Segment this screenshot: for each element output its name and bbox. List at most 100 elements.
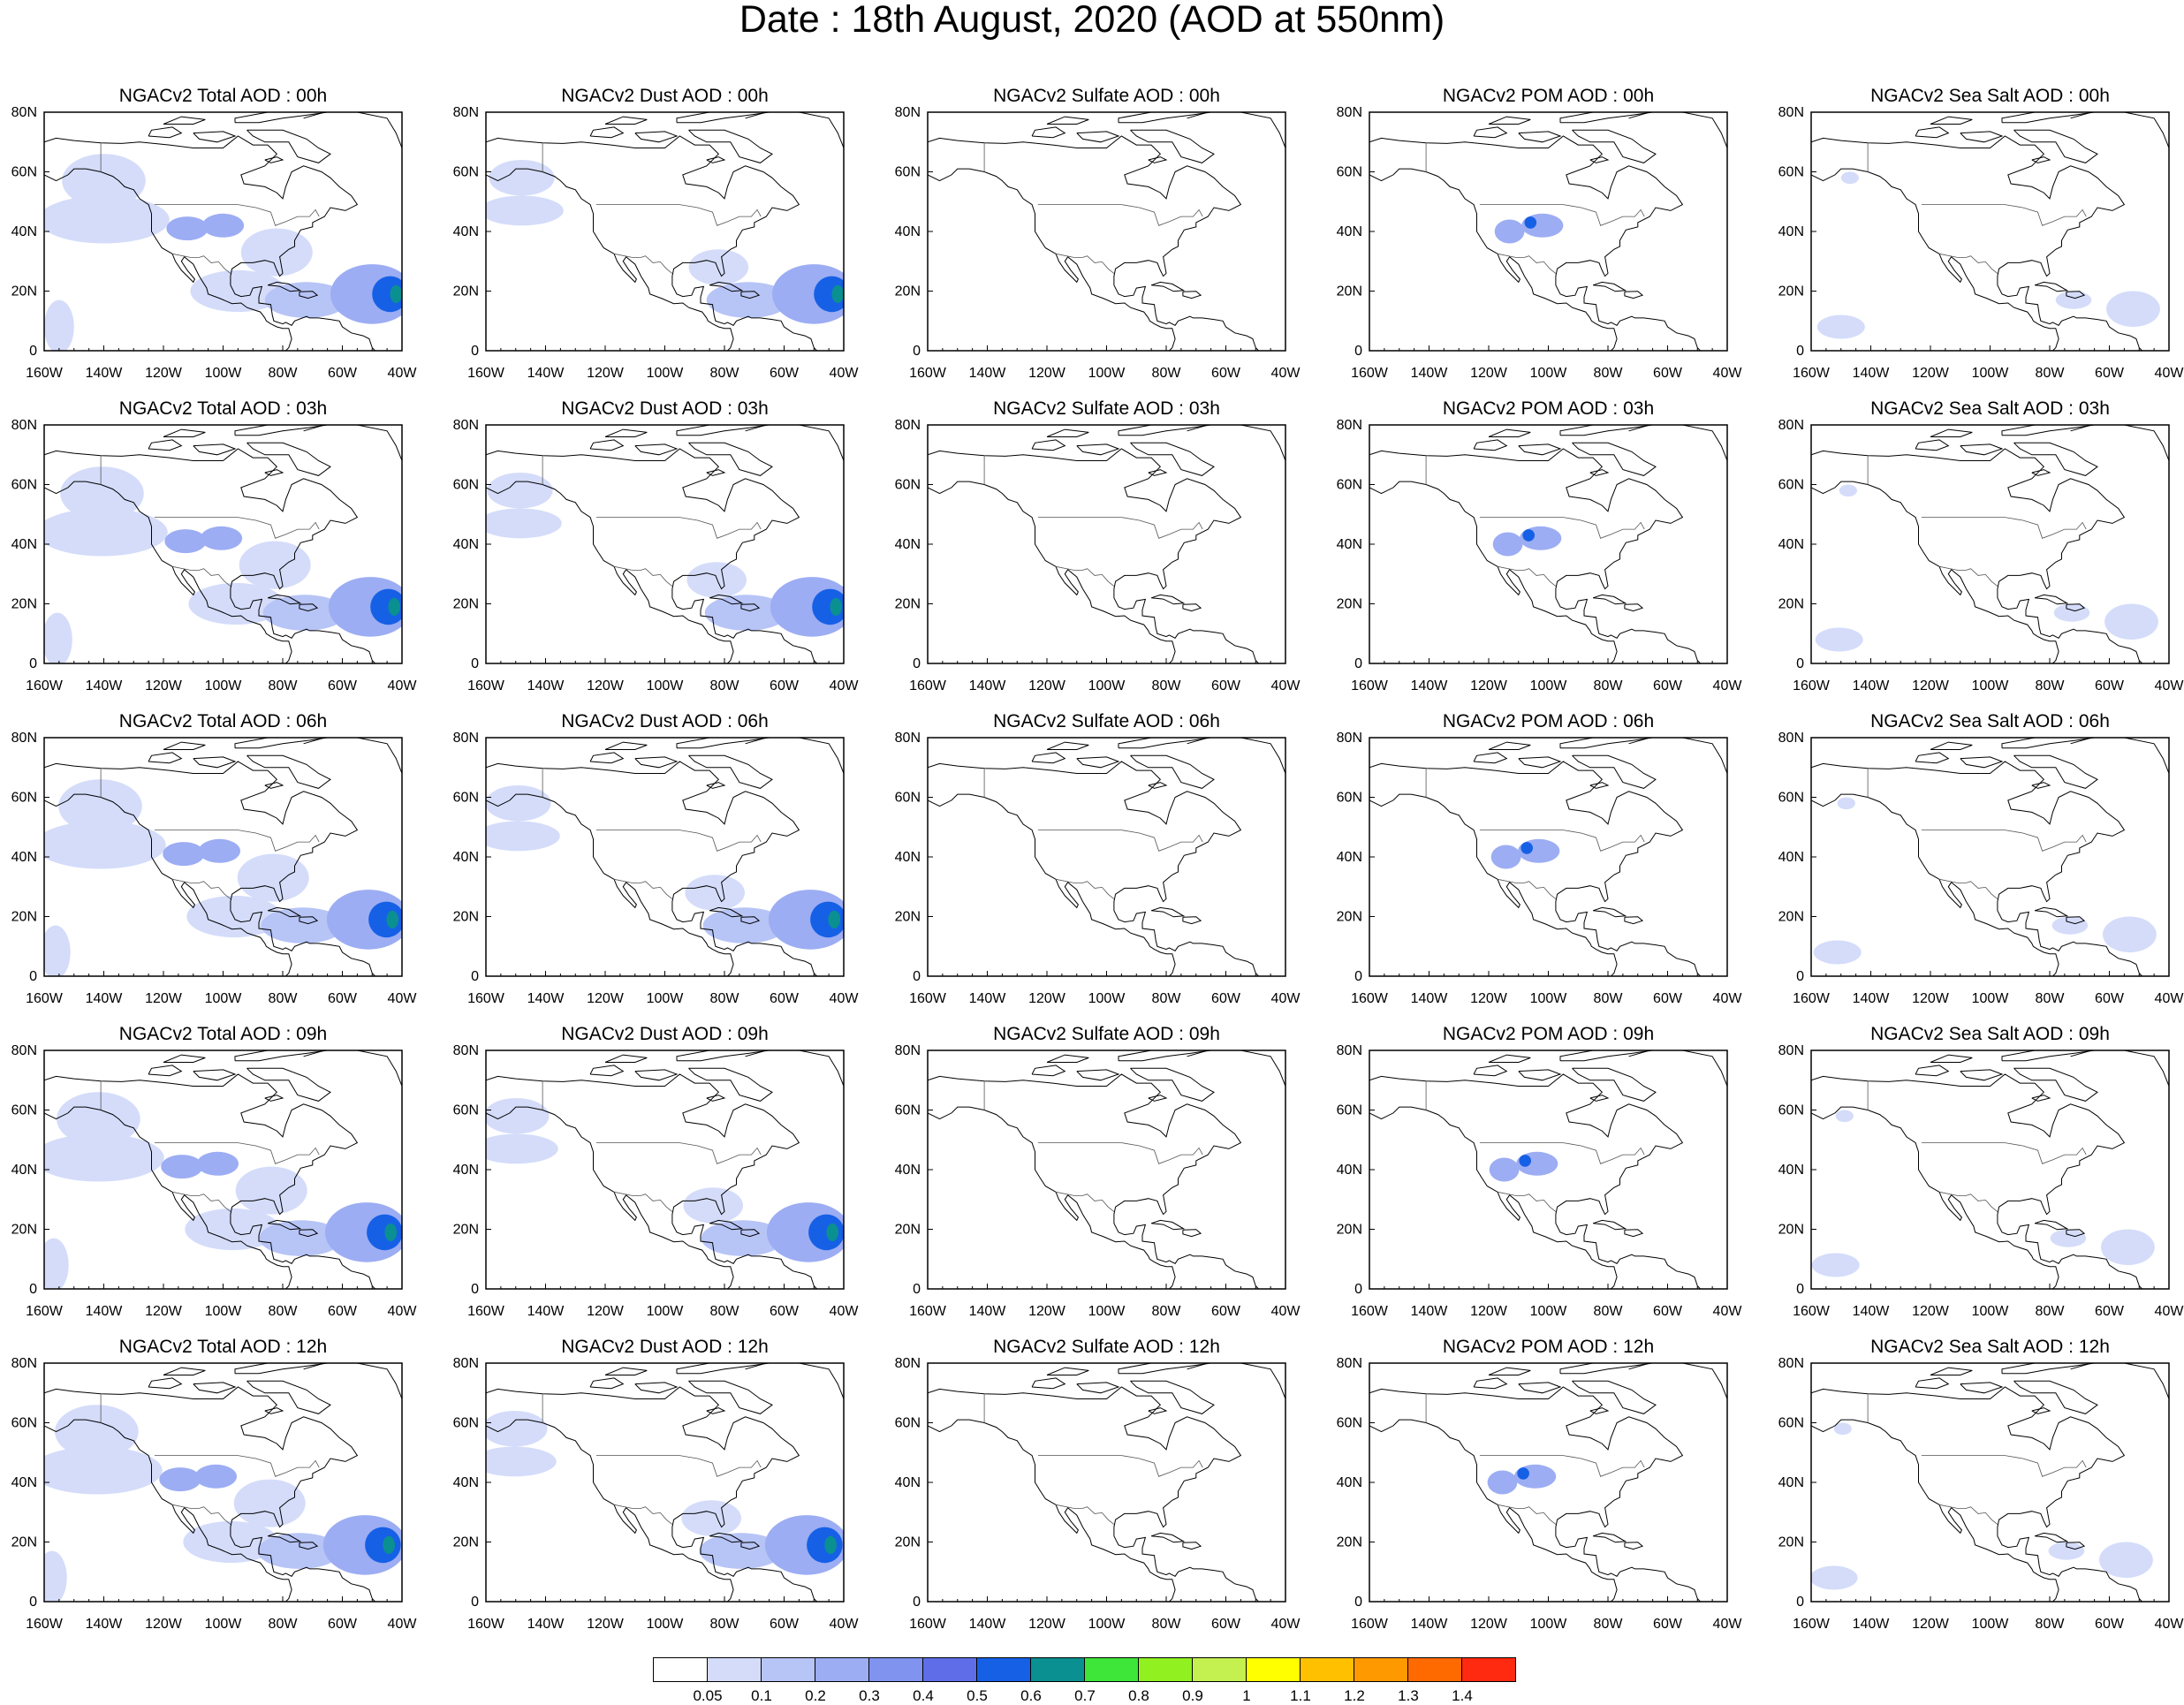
aod-region-gulf-of-alaska-salt: [1833, 1422, 1852, 1436]
x-tick-label: 160W: [1351, 1304, 1389, 1319]
x-tick-label: 160W: [909, 991, 947, 1006]
aod-field: [486, 738, 844, 976]
x-tick-label: 80W: [1152, 991, 1182, 1006]
aod-region-northeast-pacific-dust: [486, 1411, 548, 1447]
map-panel: NGACv2 Dust AOD : 00h 160W 140W 120W 100W 80W…: [453, 86, 860, 381]
figure-title: Date : 18th August, 2020 (AOD at 550nm): [739, 0, 1445, 41]
aod-field: [928, 425, 1285, 663]
map-panel: NGACv2 Sulfate AOD : 12h 160W 140W 120W 100W…: [895, 1337, 1301, 1632]
x-tick-label: 60W: [1653, 678, 1683, 693]
x-tick-label: 80W: [269, 678, 299, 693]
x-tick-label: 100W: [1088, 1304, 1126, 1319]
y-tick-label: 60N: [1778, 791, 1804, 806]
map-panel: NGACv2 Sea Salt AOD : 03h 160W 140W 120W 100…: [1778, 398, 2184, 693]
political-borders: [1425, 1080, 1645, 1212]
colorbar-label: 1.3: [1398, 1687, 1419, 1704]
aod-region-mexico-gulf-plume: [188, 582, 284, 625]
x-tick-label: 120W: [145, 991, 183, 1006]
x-tick-label: 100W: [1972, 1617, 2010, 1632]
y-tick-label: 20N: [1778, 1223, 1804, 1238]
y-tick-label: 0: [29, 344, 37, 359]
y-tick-label: 60N: [1337, 791, 1362, 806]
y-tick-label: 0: [29, 969, 37, 984]
x-tick-label: 40W: [830, 991, 860, 1006]
panel-title: NGACv2 POM AOD : 09h: [1443, 1024, 1654, 1044]
x-tick-label: 60W: [770, 991, 800, 1006]
x-tick-label: 40W: [2155, 1617, 2184, 1632]
coastlines: [1369, 1363, 1727, 1602]
x-tick-label: 160W: [1793, 991, 1831, 1006]
coastlines: [1811, 112, 2169, 351]
x-tick-label: 80W: [2036, 1617, 2066, 1632]
aod-region-atlantic-dust-core: [808, 1214, 844, 1251]
x-tick-label: 60W: [2095, 366, 2125, 381]
y-tick-label: 20N: [895, 1223, 921, 1238]
x-tick-label: 40W: [1713, 991, 1743, 1006]
x-tick-label: 100W: [647, 366, 685, 381]
y-tick-label: 0: [471, 656, 479, 671]
y-tick-label: 60N: [895, 1103, 921, 1118]
x-tick-label: 40W: [1271, 1304, 1301, 1319]
x-tick-label: 120W: [1028, 678, 1066, 693]
colorbar-swatch: [1138, 1657, 1193, 1682]
map-background: [928, 112, 1285, 351]
x-tick-label: 80W: [710, 1304, 740, 1319]
y-tick-label: 40N: [1337, 224, 1362, 239]
aod-region-caribbean-salt: [2055, 291, 2092, 309]
map-panel: NGACv2 Dust AOD : 09h 160W 140W 120W 100W 80W…: [453, 1024, 860, 1319]
colorbar: [653, 1657, 1516, 1682]
political-borders: [542, 1080, 762, 1212]
aod-region-tropical-pacific-haze: [44, 299, 74, 351]
aod-region-atlantic-dust-core: [368, 901, 402, 938]
panel-title: NGACv2 Sea Salt AOD : 03h: [1870, 398, 2110, 419]
political-borders: [1867, 768, 2087, 899]
aod-region-atlantic-dust-center: [388, 597, 401, 616]
y-tick-label: 60N: [1337, 478, 1362, 493]
x-tick-label: 60W: [328, 678, 358, 693]
y-tick-label: 60N: [11, 165, 37, 180]
aod-field: [928, 112, 1285, 351]
y-tick-label: 60N: [1337, 1416, 1362, 1431]
x-tick-label: 40W: [2155, 1304, 2184, 1319]
aod-field: [1369, 1050, 1727, 1289]
y-tick-label: 80N: [11, 105, 37, 120]
map-panel: NGACv2 Total AOD : 03h 160W 140W 120W 100W 80…: [11, 398, 418, 693]
y-tick-label: 20N: [895, 1535, 921, 1550]
political-borders: [1867, 1393, 2087, 1525]
x-tick-label: 160W: [1351, 678, 1389, 693]
political-borders: [1425, 768, 1645, 899]
y-tick-label: 20N: [11, 1223, 37, 1238]
x-tick-label: 140W: [1853, 366, 1891, 381]
x-tick-label: 160W: [1351, 991, 1389, 1006]
x-tick-label: 80W: [269, 1304, 299, 1319]
x-tick-label: 80W: [269, 991, 299, 1006]
coastlines: [486, 112, 844, 351]
y-tick-label: 60N: [895, 791, 921, 806]
y-tick-label: 0: [29, 656, 37, 671]
aod-region-caribbean-salt: [2048, 1542, 2085, 1560]
x-tick-label: 140W: [86, 1617, 124, 1632]
colorbar-label: 1.2: [1344, 1687, 1365, 1704]
y-tick-label: 0: [913, 344, 921, 359]
colorbar-swatch: [815, 1657, 869, 1682]
y-tick-label: 80N: [1778, 1356, 1804, 1371]
x-tick-label: 160W: [909, 678, 947, 693]
x-tick-label: 140W: [1853, 1304, 1891, 1319]
aod-region-atlantic-dust-center: [383, 1535, 395, 1554]
aod-field: [1811, 425, 2169, 663]
x-tick-label: 160W: [909, 366, 947, 381]
aod-field: [1811, 112, 2169, 351]
aod-field: [1811, 1363, 2169, 1602]
aod-field: [44, 1050, 402, 1289]
x-tick-label: 80W: [710, 678, 740, 693]
aod-region-caribbean-dust: [699, 1533, 784, 1569]
x-tick-label: 60W: [1211, 366, 1241, 381]
coastlines: [486, 1363, 844, 1602]
coastlines: [1811, 1050, 2169, 1289]
aod-region-western-us-smoke: [161, 1155, 203, 1179]
aod-region-western-us-smoke: [164, 529, 207, 554]
x-tick-label: 80W: [1594, 991, 1624, 1006]
map-panel: NGACv2 Total AOD : 06h 160W 140W 120W 100W 80…: [11, 711, 418, 1006]
aod-region-northeast-pacific-dust: [487, 473, 553, 509]
x-tick-label: 120W: [587, 991, 625, 1006]
